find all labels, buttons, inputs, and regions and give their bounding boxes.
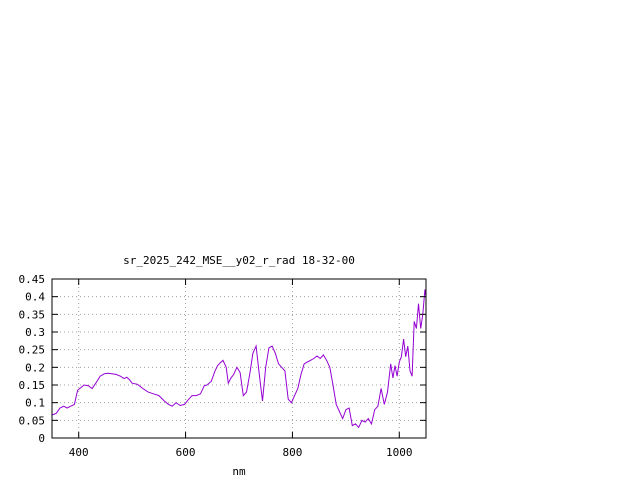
x-axis-ticks: 400 600 800 1000	[69, 279, 413, 459]
x-tick-label: 400	[69, 446, 89, 459]
x-tick-label: 1000	[386, 446, 413, 459]
y-tick-label: 0.45	[19, 273, 46, 286]
y-tick-label: 0.3	[25, 326, 45, 339]
series-layer	[51, 289, 427, 429]
y-tick-label: 0.05	[19, 414, 46, 427]
axes-frame	[51, 278, 427, 439]
x-tick-label: 600	[176, 446, 196, 459]
y-tick-label: 0.25	[19, 344, 46, 357]
x-tick-label: 800	[282, 446, 302, 459]
y-tick-label: 0.2	[25, 361, 45, 374]
chart-title: sr_2025_242_MSE__y02_r_rad 18-32-00	[123, 254, 355, 267]
y-tick-label: 0.4	[25, 291, 45, 304]
plot-frame	[51, 278, 427, 439]
y-axis-ticks: 0 0.05 0.1 0.15 0.2 0.25 0.3 0.35 0.4 0.45	[19, 273, 426, 445]
y-tick-label: 0	[38, 432, 45, 445]
grid-lines	[52, 279, 426, 438]
y-tick-label: 0.1	[25, 397, 45, 410]
y-tick-label: 0.15	[19, 379, 46, 392]
x-axis-label: nm	[232, 465, 246, 478]
y-tick-label: 0.35	[19, 308, 46, 321]
series-line-0	[51, 289, 427, 429]
